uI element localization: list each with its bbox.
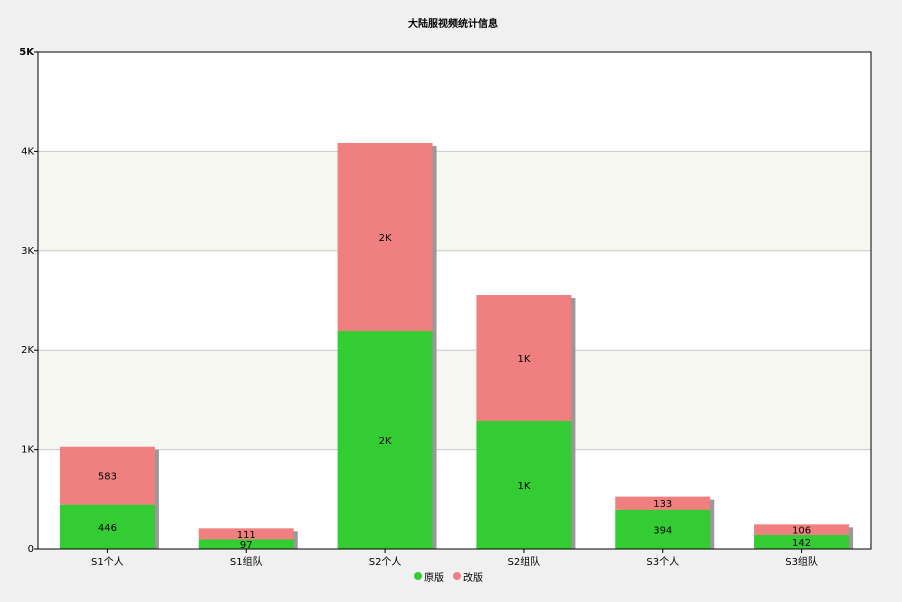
x-tick-label: S2个人 <box>369 556 402 568</box>
y-tick-label: 5K <box>19 47 35 58</box>
x-tick-label: S2组队 <box>508 555 541 568</box>
data-label: 394 <box>653 525 672 536</box>
x-tick-label: S1个人 <box>91 556 124 568</box>
data-label: 2K <box>379 436 392 447</box>
data-label: 2K <box>379 233 392 244</box>
y-tick-label: 3K <box>21 246 34 257</box>
legend-marker <box>414 572 422 580</box>
bar-segment <box>59 504 155 549</box>
bar-segment <box>198 539 294 549</box>
data-label: 446 <box>98 523 117 534</box>
bar-segment <box>754 524 850 535</box>
x-tick-label: S3个人 <box>646 556 679 568</box>
data-label: 111 <box>237 530 256 541</box>
bar-segment <box>59 446 155 505</box>
y-tick-label: 0 <box>28 544 34 555</box>
data-label: 97 <box>240 540 253 551</box>
legend-label: 原版 <box>424 571 444 584</box>
bar-segment <box>337 331 433 549</box>
y-tick-label: 2K <box>21 345 34 356</box>
legend-marker <box>453 572 461 580</box>
x-tick-label: S3组队 <box>785 555 818 568</box>
data-label: 583 <box>98 472 117 483</box>
bar-segment <box>754 534 850 549</box>
legend-label: 改版 <box>463 571 483 584</box>
bar-segment <box>476 420 572 549</box>
data-label: 106 <box>792 526 811 537</box>
y-tick-label: 1K <box>21 445 34 456</box>
bar-segment <box>337 142 433 332</box>
bar-segment <box>476 295 572 421</box>
data-label: 142 <box>792 538 811 549</box>
chart-title: 大陆服视频统计信息 <box>408 17 498 30</box>
y-tick-label: 4K <box>21 146 34 157</box>
grid-band <box>38 350 871 450</box>
data-label: 1K <box>517 481 530 492</box>
data-label: 1K <box>517 354 530 365</box>
bar-segment <box>198 528 294 540</box>
grid-band <box>38 151 871 251</box>
data-label: 133 <box>653 499 672 510</box>
plot-border <box>37 51 872 550</box>
x-tick-label: S1组队 <box>230 555 263 568</box>
plot-area <box>38 52 871 549</box>
bar-segment <box>615 509 711 549</box>
bar-segment <box>615 496 711 510</box>
